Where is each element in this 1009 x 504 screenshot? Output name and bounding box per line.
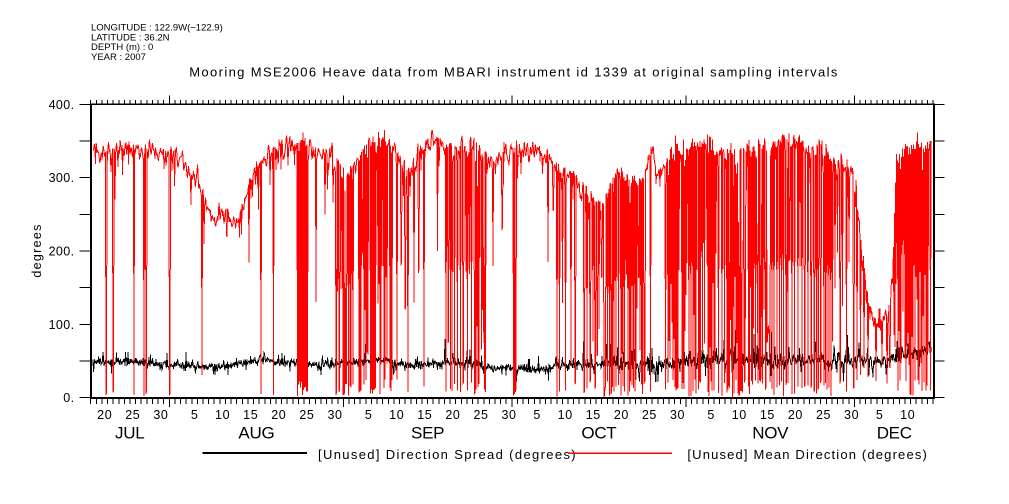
- svg-text:25: 25: [642, 408, 657, 422]
- svg-text:20: 20: [271, 408, 286, 422]
- svg-text:25: 25: [125, 408, 140, 422]
- svg-text:15: 15: [417, 408, 432, 422]
- svg-text:10: 10: [732, 408, 747, 422]
- svg-text:JUL: JUL: [115, 423, 144, 442]
- svg-text:30: 30: [501, 408, 516, 422]
- svg-text:25: 25: [816, 408, 831, 422]
- svg-text:DEPTH (m) : 0: DEPTH (m) : 0: [91, 42, 153, 53]
- svg-text:OCT: OCT: [581, 423, 616, 442]
- svg-text:10: 10: [558, 408, 573, 422]
- svg-text:5: 5: [707, 408, 715, 422]
- svg-text:[Unused] Mean Direction (degre: [Unused] Mean Direction (degrees): [687, 447, 928, 462]
- svg-text:20: 20: [97, 408, 112, 422]
- svg-text:5: 5: [533, 408, 541, 422]
- svg-text:25: 25: [473, 408, 488, 422]
- svg-text:20: 20: [614, 408, 629, 422]
- svg-text:400.: 400.: [49, 98, 75, 112]
- svg-text:[Unused] Direction Spread (deg: [Unused] Direction Spread (degrees): [318, 447, 577, 462]
- svg-text:200.: 200.: [49, 245, 75, 259]
- svg-text:10: 10: [900, 408, 915, 422]
- svg-text:5: 5: [876, 408, 884, 422]
- svg-text:LATITUDE : 36.2N: LATITUDE : 36.2N: [91, 32, 170, 43]
- svg-text:0.: 0.: [63, 391, 74, 405]
- svg-text:100.: 100.: [49, 318, 75, 332]
- svg-text:15: 15: [243, 408, 258, 422]
- svg-text:Mooring MSE2006 Heave data fro: Mooring MSE2006 Heave data from MBARI in…: [189, 65, 839, 80]
- svg-text:SEP: SEP: [411, 423, 444, 442]
- svg-text:5: 5: [191, 408, 199, 422]
- svg-text:30: 30: [153, 408, 168, 422]
- svg-text:degrees: degrees: [30, 223, 44, 277]
- svg-text:LONGITUDE : 122.9W(−122.9): LONGITUDE : 122.9W(−122.9): [91, 23, 223, 34]
- svg-text:25: 25: [299, 408, 314, 422]
- svg-text:15: 15: [586, 408, 601, 422]
- svg-text:30: 30: [844, 408, 859, 422]
- svg-text:10: 10: [215, 408, 230, 422]
- svg-text:20: 20: [788, 408, 803, 422]
- svg-text:YEAR : 2007: YEAR : 2007: [91, 52, 146, 63]
- svg-text:NOV: NOV: [752, 423, 789, 442]
- svg-text:30: 30: [670, 408, 685, 422]
- svg-text:5: 5: [365, 408, 373, 422]
- svg-text:15: 15: [760, 408, 775, 422]
- svg-text:10: 10: [389, 408, 404, 422]
- svg-text:20: 20: [445, 408, 460, 422]
- svg-text:30: 30: [327, 408, 342, 422]
- svg-text:AUG: AUG: [238, 423, 274, 442]
- svg-text:300.: 300.: [49, 171, 75, 185]
- svg-text:DEC: DEC: [877, 423, 912, 442]
